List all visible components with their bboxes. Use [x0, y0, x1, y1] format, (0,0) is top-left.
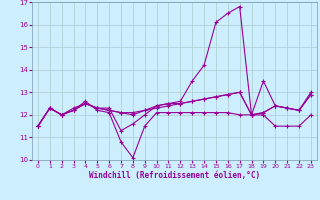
- X-axis label: Windchill (Refroidissement éolien,°C): Windchill (Refroidissement éolien,°C): [89, 171, 260, 180]
